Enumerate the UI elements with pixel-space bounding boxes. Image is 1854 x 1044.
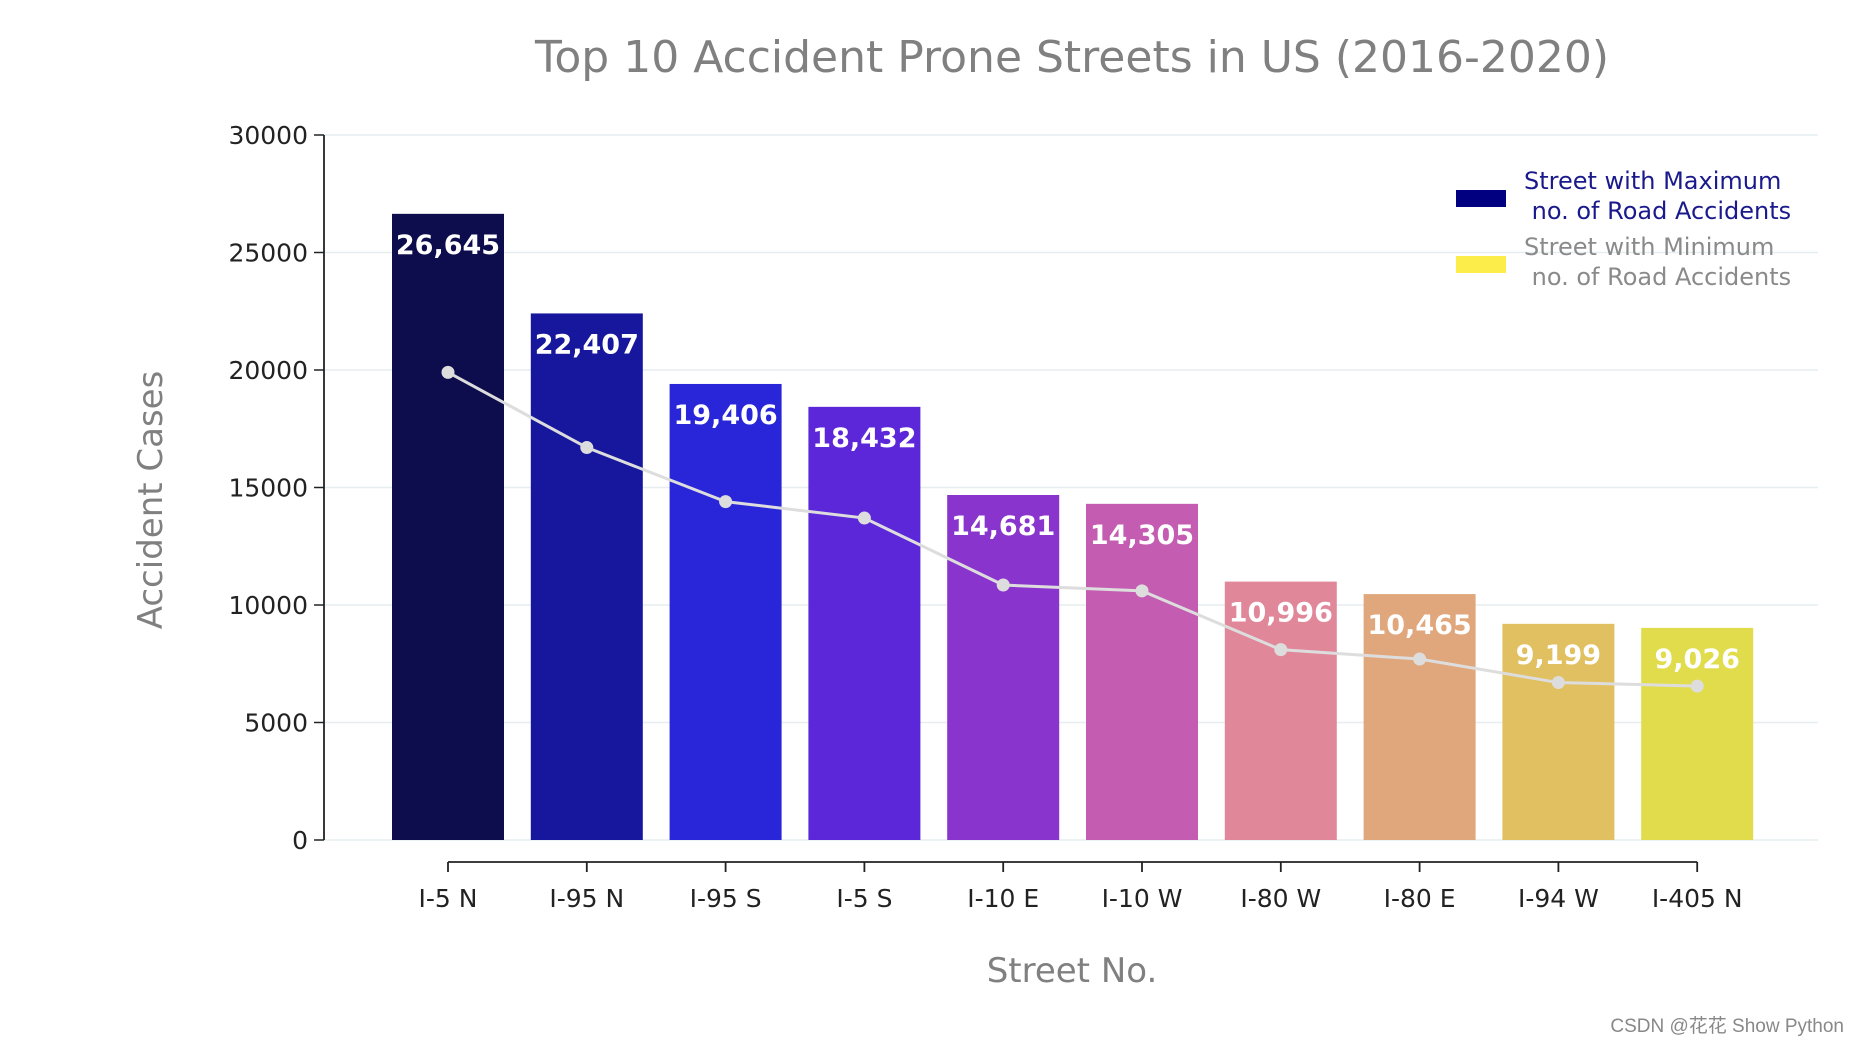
bar-i-94-w	[1502, 623, 1615, 840]
bar-value-label: 10,465	[1367, 610, 1471, 641]
bar-i-5-s	[808, 406, 921, 840]
bar-i-95-s	[669, 383, 782, 840]
x-tick-label: I-80 E	[1384, 884, 1456, 913]
bar-i-5-n	[392, 213, 504, 840]
axes: 0 5000 10000 15000 20000 25000 30000 I-5 N I-95 …	[228, 121, 1742, 913]
bar-i-95-n	[530, 313, 643, 840]
trend-point	[1274, 643, 1288, 657]
bar-value-label: 26,645	[396, 230, 500, 261]
bar-value-label: 9,199	[1516, 640, 1601, 671]
trend-point	[1413, 652, 1427, 666]
legend-entry-label: Street with Maximum no. of Road Accident…	[1524, 167, 1791, 225]
watermark: CSDN @花花 Show Python	[1610, 1016, 1844, 1037]
bar-i-10-e	[947, 494, 1060, 840]
y-axis-label: Accident Cases	[131, 371, 171, 630]
x-tick-label: I-94 W	[1518, 884, 1599, 913]
trend-line	[447, 371, 1698, 688]
legend: Street with Maximum no. of Road Accident…	[1456, 167, 1791, 291]
y-tick-label: 25000	[228, 239, 308, 268]
x-tick-label: I-10 W	[1102, 884, 1183, 913]
legend-entry-line: no. of Road Accidents	[1524, 197, 1791, 225]
bar-i-10-w	[1086, 503, 1198, 840]
bar-value-label: 9,026	[1654, 644, 1739, 675]
legend-swatch	[1456, 190, 1506, 207]
legend-entry-label: Street with Minimum no. of Road Accident…	[1524, 233, 1791, 291]
y-tick-label: 30000	[228, 121, 308, 150]
y-tick-label: 10000	[228, 591, 308, 620]
legend-entry-line: no. of Road Accidents	[1524, 263, 1791, 291]
trend-point	[1551, 676, 1565, 690]
x-tick-label: I-95 N	[549, 884, 624, 913]
trend-line-series	[441, 365, 1704, 693]
x-tick-label: I-5 N	[419, 884, 478, 913]
bar-value-labels: 26,645 22,407 19,406 18,432 14,681 14,305 10,9…	[396, 230, 1740, 675]
bar-i-80-w	[1224, 581, 1337, 840]
x-tick-label: I-405 N	[1652, 884, 1743, 913]
trend-point	[1135, 584, 1149, 598]
x-tick-label: I-80 W	[1240, 884, 1321, 913]
y-tick-label: 0	[292, 826, 308, 855]
bar-i-80-e	[1363, 594, 1476, 840]
x-tick-label: I-10 E	[967, 884, 1039, 913]
y-tick-label: 15000	[228, 474, 308, 503]
bar-value-label: 14,681	[951, 511, 1055, 542]
trend-point	[441, 365, 455, 379]
bar-value-label: 22,407	[535, 329, 639, 360]
trend-point	[857, 511, 871, 525]
bar-value-label: 10,996	[1229, 598, 1333, 629]
y-tick-label: 5000	[244, 709, 308, 738]
trend-point	[1690, 679, 1704, 693]
trend-point	[719, 495, 733, 509]
bar-i-405-n	[1641, 627, 1754, 840]
chart-title: Top 10 Accident Prone Streets in US (201…	[534, 32, 1609, 83]
bars	[392, 213, 1754, 840]
legend-entry-line: Street with Maximum	[1524, 167, 1781, 195]
y-tick-label: 20000	[228, 356, 308, 385]
bar-value-label: 19,406	[673, 400, 777, 431]
trend-point	[580, 441, 594, 455]
trend-point	[996, 578, 1010, 592]
bar-value-label: 18,432	[812, 423, 916, 454]
legend-entry-line: Street with Minimum	[1524, 233, 1774, 261]
legend-swatch	[1456, 256, 1506, 273]
x-axis-label: Street No.	[987, 951, 1158, 991]
x-tick-label: I-95 S	[690, 884, 762, 913]
bar-value-label: 14,305	[1090, 520, 1194, 551]
x-tick-label: I-5 S	[836, 884, 892, 913]
